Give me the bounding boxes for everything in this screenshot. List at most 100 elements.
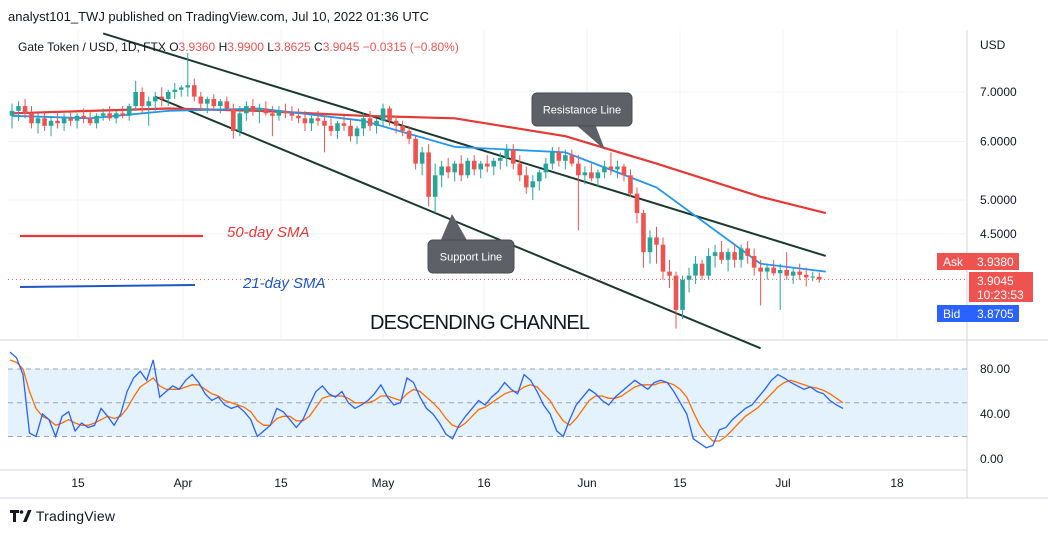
candle-body	[341, 123, 347, 126]
candle-body	[771, 267, 776, 274]
candle-body	[224, 101, 230, 109]
candle	[426, 144, 431, 207]
candle	[602, 160, 607, 179]
candle-body	[686, 275, 692, 280]
resistance-callout: Resistance Line	[531, 92, 633, 150]
candle-body	[732, 252, 737, 260]
candle-body	[348, 125, 353, 137]
rsi-tick-label: 80.00	[980, 362, 1010, 376]
candle	[354, 125, 360, 145]
candle-body	[426, 152, 431, 197]
last-price-value: 3.9045	[977, 274, 1014, 288]
candle-body	[94, 115, 99, 124]
ask-value-bg	[969, 253, 1019, 270]
candle-body	[797, 271, 803, 275]
candle	[224, 96, 230, 111]
candle-body	[725, 252, 731, 260]
candle-body	[257, 108, 262, 111]
candle	[764, 263, 770, 280]
candle-body	[9, 110, 15, 116]
low-value: 3.8625	[273, 40, 311, 54]
candle-body	[413, 138, 418, 164]
candle-body	[471, 160, 477, 170]
time-tick-label: Jun	[577, 476, 596, 490]
price-tick-label: 6.0000	[980, 134, 1017, 148]
candle	[322, 113, 327, 153]
bid-tag	[937, 305, 969, 322]
candle	[699, 259, 705, 280]
candle	[178, 85, 184, 97]
candle-body	[42, 118, 47, 126]
close-label: C	[314, 40, 323, 54]
candle-body	[439, 166, 444, 176]
resistance-callout-text: Resistance Line	[543, 105, 621, 117]
candle-body	[510, 149, 516, 164]
candle-body	[654, 237, 659, 245]
candle-body	[133, 92, 138, 107]
candle-body	[452, 163, 457, 173]
price-tick-label: 5.0000	[980, 193, 1017, 207]
candle-body	[491, 160, 497, 167]
candle-body	[497, 157, 503, 161]
grid-lines	[8, 30, 967, 338]
time-tick-label: May	[372, 476, 395, 490]
tradingview-brand[interactable]: TradingView	[10, 508, 115, 524]
candle-body	[810, 276, 816, 278]
rsi-tick-label: 40.00	[980, 407, 1010, 421]
time-tick-label: 18	[890, 476, 904, 490]
candle	[139, 87, 145, 114]
candle-body	[61, 118, 67, 124]
candle-body	[165, 92, 171, 99]
time-axis: 15 Apr 15 May 16 Jun 15 Jul 18	[71, 476, 904, 490]
candle	[654, 226, 659, 264]
candle-body	[445, 166, 451, 173]
price-tick-label: 7.0000	[980, 85, 1017, 99]
candle-body	[543, 163, 549, 173]
candle	[244, 101, 249, 121]
candle-body	[55, 120, 60, 124]
candle-body	[113, 113, 119, 119]
candle-body	[361, 118, 366, 129]
candle	[784, 252, 789, 280]
support-callout-box	[427, 239, 515, 274]
candle	[582, 166, 588, 185]
candle-body	[556, 152, 562, 161]
rsi-line	[9, 351, 844, 449]
candle-body	[680, 279, 685, 310]
candle	[257, 103, 262, 124]
candle	[315, 110, 321, 126]
candle-body	[335, 123, 340, 131]
symbol-name[interactable]: Gate Token / USD, 1D, FTX	[18, 40, 166, 54]
candle-body	[400, 125, 405, 131]
candle	[100, 108, 106, 121]
candle-body	[74, 115, 80, 121]
support-callout: Support Line	[427, 214, 515, 274]
candle	[628, 169, 633, 197]
candle	[641, 209, 646, 268]
candle-body	[751, 255, 757, 268]
candle	[530, 175, 536, 200]
candle-body	[354, 128, 360, 137]
candle-body	[172, 89, 178, 92]
candle-body	[602, 166, 607, 173]
candle	[165, 89, 171, 107]
candle	[693, 255, 698, 284]
candle-body	[48, 120, 54, 126]
candle-body	[29, 113, 34, 124]
candle-body	[22, 106, 28, 114]
candle-body	[673, 275, 679, 310]
candle	[9, 103, 15, 129]
candle	[647, 230, 653, 264]
candle-body	[68, 118, 73, 121]
candle-body	[87, 118, 93, 124]
candle	[55, 110, 60, 129]
candle-body	[387, 108, 392, 121]
candle	[621, 163, 627, 182]
candle	[445, 157, 451, 179]
candle	[478, 160, 484, 179]
candle-body	[406, 130, 412, 139]
time-tick-label: Jul	[775, 476, 790, 490]
candle-body	[693, 263, 698, 276]
